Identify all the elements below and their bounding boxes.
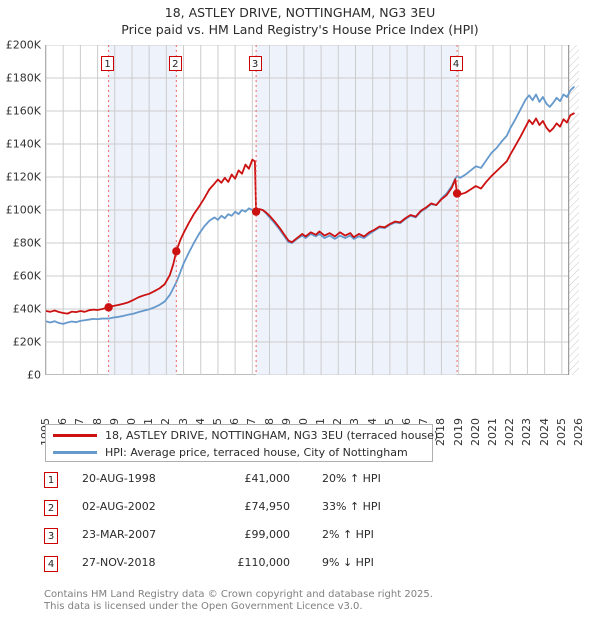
footer-line-1: Contains HM Land Registry data © Crown c… [44, 589, 433, 600]
x-tick-label: 2025 [554, 418, 568, 446]
x-tick-label: 2021 [486, 418, 500, 446]
transaction-index-badge: 1 [44, 472, 58, 488]
y-tick-label: £140K [5, 137, 41, 151]
transaction-price: £110,000 [237, 556, 291, 569]
transaction-index-badge: 2 [44, 500, 58, 516]
y-tick-label: £100K [5, 203, 41, 217]
page-title: 18, ASTLEY DRIVE, NOTTINGHAM, NG3 3EU [164, 5, 436, 20]
legend-swatch-hpi [53, 451, 97, 454]
y-tick-label: £60K [12, 269, 41, 283]
chart-marker-1: 1 [101, 56, 115, 71]
y-tick-label: £120K [5, 170, 41, 184]
transaction-price: £99,000 [244, 528, 291, 541]
page-subtitle: Price paid vs. HM Land Registry's House … [121, 22, 479, 37]
table-row: 2 02-AUG-2002 £74,950 33% ↑ HPI [44, 498, 464, 526]
legend-label-price-paid: 18, ASTLEY DRIVE, NOTTINGHAM, NG3 3EU (t… [105, 429, 439, 442]
transaction-index-badge: 3 [44, 528, 58, 544]
x-tick-label: 2020 [468, 418, 482, 446]
table-row: 1 20-AUG-1998 £41,000 20% ↑ HPI [44, 470, 464, 498]
transaction-date: 27-NOV-2018 [82, 556, 156, 569]
legend-swatch-price-paid [53, 434, 97, 437]
transaction-date: 23-MAR-2007 [82, 528, 157, 541]
legend: 18, ASTLEY DRIVE, NOTTINGHAM, NG3 3EU (t… [45, 424, 438, 462]
legend-label-hpi: HPI: Average price, terraced house, City… [105, 446, 408, 459]
transaction-hpi-delta: 33% ↑ HPI [322, 500, 381, 513]
y-tick-label: £20K [12, 335, 41, 349]
legend-entry-price-paid: 18, ASTLEY DRIVE, NOTTINGHAM, NG3 3EU (t… [46, 426, 438, 445]
x-tick-label: 2026 [572, 418, 585, 446]
transaction-price: £74,950 [244, 500, 291, 513]
transaction-price: £41,000 [244, 472, 291, 485]
transaction-index-badge: 4 [44, 556, 58, 572]
plot-svg [46, 45, 579, 375]
chart-marker-2: 2 [168, 56, 182, 71]
y-tick-label: £80K [12, 236, 41, 250]
transactions-table: 1 20-AUG-1998 £41,000 20% ↑ HPI 2 02-AUG… [44, 470, 464, 582]
y-tick-label: £0 [27, 368, 41, 382]
x-tick-label: 2019 [451, 418, 465, 446]
chart: £0 £20K £40K £60K £80K £100K £120K £140K £160K £1… [0, 38, 600, 447]
y-axis-labels: £0 £20K £40K £60K £80K £100K £120K £140K £160K £1… [0, 38, 600, 387]
footer: Contains HM Land Registry data © Crown c… [44, 589, 564, 612]
y-tick-label: £160K [5, 104, 41, 118]
plot-area [45, 45, 579, 375]
x-tick-label: 2022 [503, 418, 517, 446]
x-tick-label: 2024 [537, 418, 551, 446]
chart-marker-4: 4 [449, 56, 463, 71]
footer-line-2: This data is licensed under the Open Gov… [44, 600, 363, 612]
x-tick-label: 2023 [520, 418, 534, 446]
y-tick-label: £180K [5, 71, 41, 85]
transaction-date: 20-AUG-1998 [82, 472, 156, 485]
title-block: 18, ASTLEY DRIVE, NOTTINGHAM, NG3 3EU Pr… [0, 4, 600, 38]
transaction-date: 02-AUG-2002 [82, 500, 156, 513]
table-row: 4 27-NOV-2018 £110,000 9% ↓ HPI [44, 554, 464, 582]
transaction-hpi-delta: 20% ↑ HPI [322, 472, 381, 485]
y-tick-label: £40K [12, 302, 41, 316]
legend-entry-hpi: HPI: Average price, terraced house, City… [46, 443, 432, 462]
y-tick-label: £200K [5, 38, 41, 52]
table-row: 3 23-MAR-2007 £99,000 2% ↑ HPI [44, 526, 464, 554]
transaction-hpi-delta: 2% ↑ HPI [322, 528, 374, 541]
chart-marker-3: 3 [248, 56, 262, 71]
transaction-hpi-delta: 9% ↓ HPI [322, 556, 374, 569]
